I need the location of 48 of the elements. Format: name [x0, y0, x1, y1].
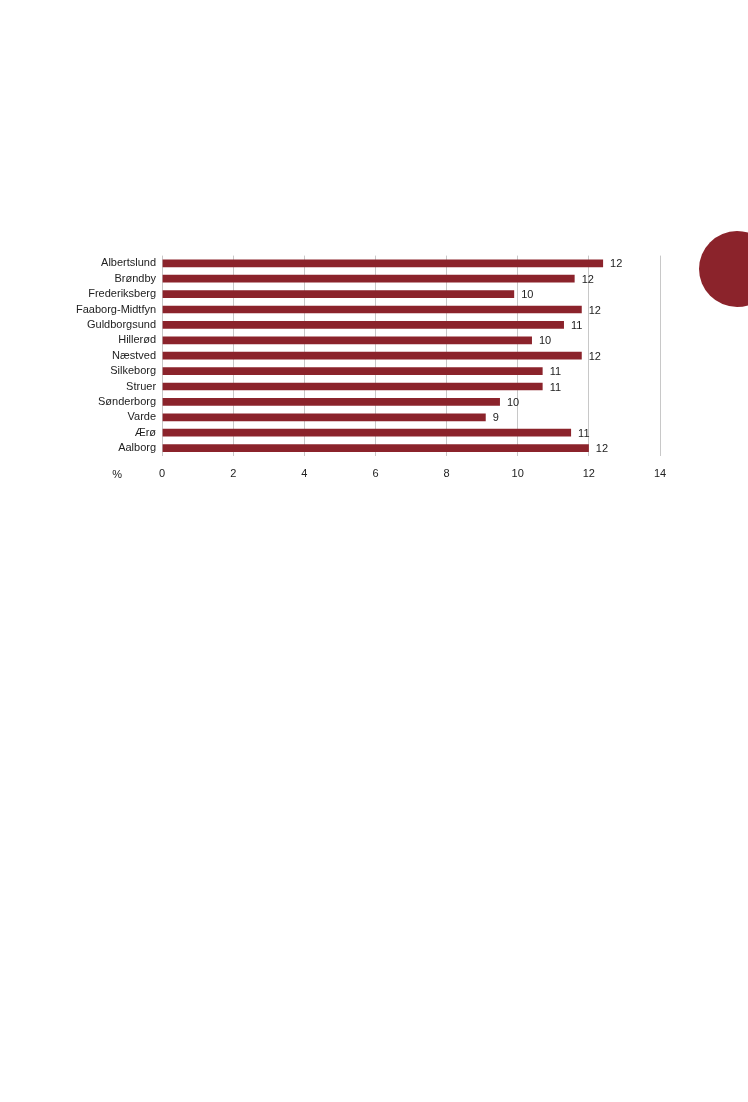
bar [162, 398, 500, 406]
bar [162, 274, 575, 283]
x-tick-label: 12 [582, 467, 595, 480]
y-tick-label: Silkeborg [110, 364, 157, 377]
bar [162, 382, 543, 391]
data-label: 12 [588, 349, 602, 362]
data-label: 12 [595, 442, 609, 455]
data-label: 10 [521, 288, 534, 301]
y-tick-label: Albertslund [101, 256, 157, 269]
x-tick-label: 6 [372, 467, 379, 480]
data-label: 11 [549, 380, 562, 393]
x-tick-label: 4 [301, 467, 308, 480]
data-label: 12 [588, 303, 602, 316]
x-tick-label: 8 [443, 467, 450, 480]
y-tick-label: Næstved [112, 348, 157, 361]
y-tick-label: Frederiksberg [88, 287, 157, 300]
x-tick-label: 14 [653, 467, 667, 480]
y-tick-label: Struer [126, 379, 157, 392]
bar [162, 259, 604, 268]
x-axis-title: % [112, 468, 123, 481]
bar [162, 428, 572, 437]
x-tick-label: 0 [159, 467, 166, 480]
data-label: 10 [506, 395, 520, 408]
bar [162, 336, 532, 345]
bar [162, 290, 515, 298]
bar [162, 305, 582, 314]
x-tick-label: 10 [511, 467, 524, 480]
y-tick-label: Brøndby [114, 271, 157, 284]
y-tick-label: Sønderborg [97, 394, 157, 407]
data-label: 12 [581, 272, 594, 285]
bar [162, 413, 486, 422]
bar [162, 321, 564, 329]
data-label: 11 [549, 365, 562, 378]
y-tick-label: Faaborg-Midtfyn [75, 302, 157, 315]
x-tick-label: 2 [230, 467, 237, 480]
data-label: 10 [538, 334, 552, 347]
data-label: 12 [610, 257, 623, 270]
bar [162, 444, 589, 452]
data-label: 11 [570, 318, 583, 331]
y-tick-label: Aalborg [118, 441, 157, 454]
y-tick-label: Hillerød [118, 333, 157, 346]
bar [162, 367, 543, 375]
y-tick-label: Ærø [134, 425, 157, 438]
data-label: 11 [578, 426, 590, 439]
data-label: 9 [492, 411, 499, 424]
y-tick-label: Varde [127, 410, 157, 423]
y-tick-label: Guldborgsund [86, 317, 157, 330]
bar [162, 351, 582, 360]
